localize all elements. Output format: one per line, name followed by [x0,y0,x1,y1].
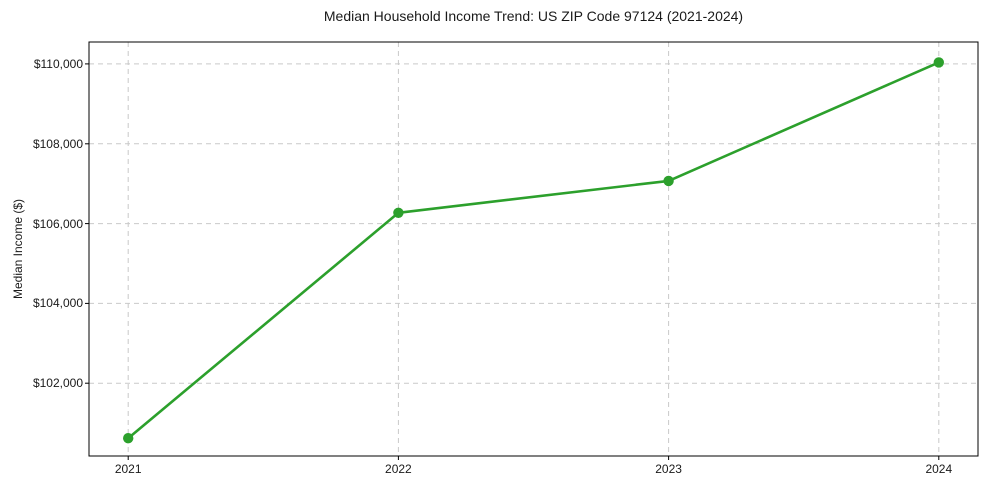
data-point-2022 [393,207,404,218]
x-tick-label: 2021 [114,462,142,476]
x-tick-label: 2022 [385,462,412,476]
y-tick-label: $102,000 [32,376,83,391]
y-tick-label: $104,000 [32,296,83,311]
x-tick-label: 2024 [925,462,953,476]
data-point-2024 [933,57,944,68]
plot-border [88,41,979,457]
y-tick-label: $110,000 [33,56,83,71]
chart-title: Median Household Income Trend: US ZIP Co… [323,8,744,24]
data-point-2021 [123,433,134,444]
x-tick-label: 2023 [655,462,682,476]
y-tick-label: $106,000 [32,216,83,231]
income-trend-line [126,61,941,440]
y-tick-label: $108,000 [32,136,83,151]
data-point-2023 [663,175,674,187]
